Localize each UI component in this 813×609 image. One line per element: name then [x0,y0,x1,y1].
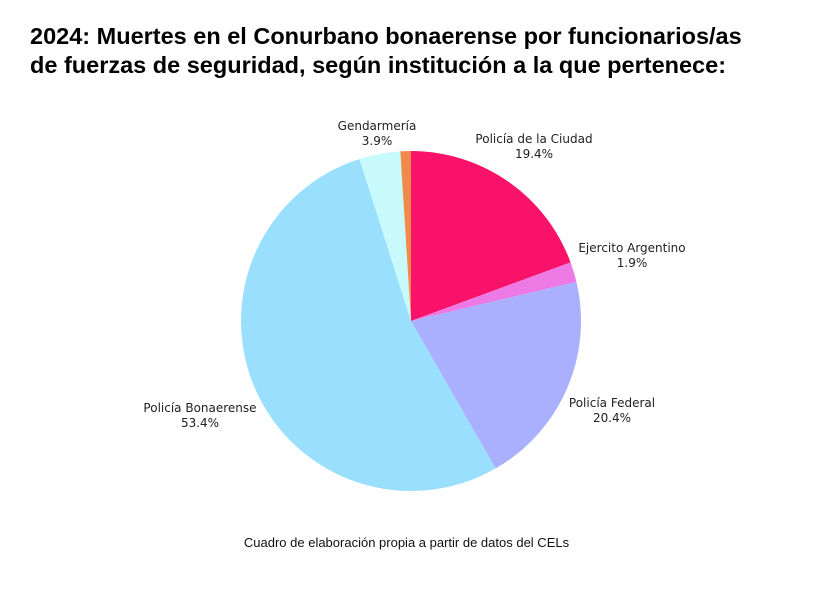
pie-slice-ejercito-argentino [411,262,577,321]
pie-slice-policía-de-la-ciudad [411,151,571,321]
slice-value-label: 53.4% [181,416,219,430]
slice-value-label: 3.9% [362,134,393,148]
slice-value-label: 1.9% [617,256,648,270]
chart-title-line-2: de fuerzas de seguridad, según instituci… [30,52,727,78]
pie-slice-policía-bonaerense [241,158,496,491]
pie-slices [241,151,582,491]
pie-slice-gendarmería [359,151,411,321]
chart-title-line-1: 2024: Muertes en el Conurbano bonaerense… [30,23,742,49]
slice-label: Policía Federal [569,396,655,410]
slice-value-label: 20.4% [593,411,631,425]
chart-title: 2024: Muertes en el Conurbano bonaerense… [30,22,790,80]
slice-label: Policía de la Ciudad [475,132,592,146]
slice-label: Gendarmería [338,119,417,133]
slice-label: Policía Bonaerense [143,401,256,415]
chart-caption: Cuadro de elaboración propia a partir de… [243,535,570,550]
pie-slice-policía-federal [411,281,582,469]
slice-label: Ejercito Argentino [578,241,685,255]
slice-value-label: 19.4% [515,147,553,161]
pie-slice-unlabeled [400,151,411,321]
